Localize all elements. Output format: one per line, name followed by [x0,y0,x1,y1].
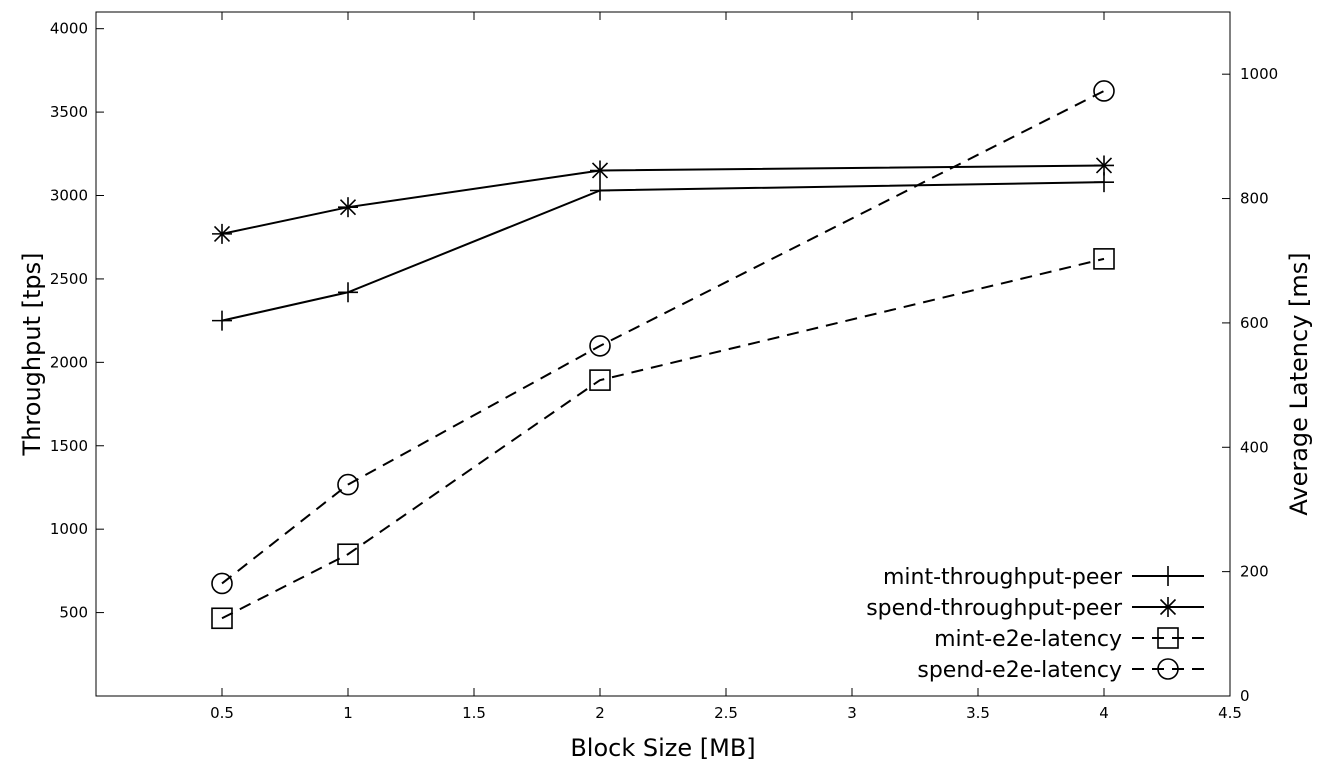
y-tick-label: 2500 [50,270,88,288]
x-tick-label: 3.5 [966,704,990,722]
data-point-spend-e2e-latency [211,572,233,595]
series-line-spend-throughput-peer [221,164,1105,235]
series-line-mint-throughput-peer [221,181,1105,322]
y-tick-label: 3000 [50,187,88,205]
x-axis-ticks: 0.5 1 1.5 2 2.5 3 3.5 4 4.5 [210,12,1242,722]
series-line-spend-e2e-latency [221,90,1105,585]
data-point-spend-throughput-peer [590,160,610,181]
x-tick-label: 2 [595,704,605,722]
series-line-mint-e2e-latency [221,257,1105,620]
data-point-mint-e2e-latency [211,607,233,630]
y2-tick-label: 0 [1240,687,1250,705]
y-tick-label: 1000 [50,520,88,538]
data-point-spend-e2e-latency [1093,80,1115,102]
legend-label: mint-throughput-peer [883,565,1123,590]
x-tick-label: 4.5 [1218,704,1242,722]
y-tick-label: 500 [59,604,88,622]
data-point-mint-e2e-latency [589,369,611,391]
y-tick-label: 2000 [50,353,88,371]
data-point-spend-e2e-latency [337,473,359,496]
y2-tick-label: 200 [1240,563,1269,581]
y-tick-label: 1500 [50,437,88,455]
data-point-spend-throughput-peer [1094,155,1114,176]
data-point-spend-e2e-latency [589,335,611,357]
series-layer [211,80,1115,630]
y2-axis-ticks: 0 200 400 600 800 1000 [1222,65,1278,705]
x-axis-title: Block Size [MB] [570,734,755,762]
data-point-mint-throughput-peer [338,282,358,303]
x-tick-label: 0.5 [210,704,234,722]
y2-axis-title: Average Latency [ms] [1285,252,1313,515]
x-tick-label: 4 [1099,704,1109,722]
legend: mint-throughput-peer spend-throughput-pee… [866,565,1204,683]
y-axis-ticks: 500 1000 1500 2000 2500 3000 3500 4000 [50,20,104,622]
x-tick-label: 2.5 [714,704,738,722]
data-point-mint-throughput-peer [212,310,232,331]
x-tick-label: 3 [847,704,857,722]
legend-label: mint-e2e-latency [934,627,1122,652]
x-tick-label: 1.5 [462,704,486,722]
y2-tick-label: 600 [1240,314,1269,332]
x-tick-label: 1 [343,704,353,722]
data-point-spend-throughput-peer [338,197,358,218]
legend-marker [1157,658,1179,680]
legend-marker [1158,597,1178,617]
plot-frame [95,11,1231,697]
data-point-mint-throughput-peer [1094,172,1114,193]
data-point-mint-e2e-latency [337,543,359,566]
y-tick-label: 3500 [50,103,88,121]
data-point-spend-throughput-peer [212,223,232,244]
y2-tick-label: 1000 [1240,65,1278,83]
data-point-mint-throughput-peer [590,180,610,201]
data-point-mint-e2e-latency [1093,248,1115,270]
legend-label: spend-throughput-peer [866,596,1123,621]
legend-marker [1158,566,1178,586]
y2-tick-label: 400 [1240,438,1269,456]
legend-marker [1157,627,1179,649]
y-tick-label: 4000 [50,20,88,38]
y-axis-title: Throughput [tps] [18,253,46,457]
y2-tick-label: 800 [1240,190,1269,208]
legend-label: spend-e2e-latency [917,658,1122,683]
